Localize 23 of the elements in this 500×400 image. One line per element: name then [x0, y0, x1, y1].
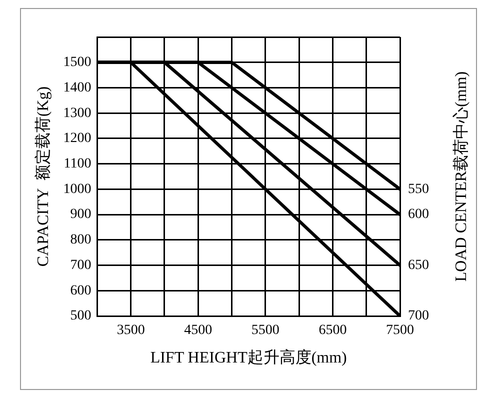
- x-tick-label: 6500: [318, 323, 347, 338]
- y-tick-label: 600: [70, 283, 92, 298]
- x-tick-label: 3500: [116, 323, 145, 338]
- series-label: 600: [408, 207, 429, 222]
- y-tick-label: 1400: [63, 80, 92, 96]
- y-tick-label: 500: [70, 308, 92, 324]
- x-axis-title: LIFT HEIGHT起升高度(mm): [150, 348, 347, 367]
- y-tick-label: 1300: [63, 106, 92, 121]
- y-tick-label: 1500: [63, 55, 92, 70]
- x-tick-label: 4500: [184, 323, 212, 338]
- series-label: 550: [408, 182, 429, 197]
- x-tick-label: 7500: [386, 323, 414, 338]
- y-tick-label: 1100: [64, 156, 92, 172]
- x-tick-label: 5500: [251, 323, 280, 338]
- series-label: 700: [408, 308, 429, 324]
- y-tick-label: 700: [70, 258, 92, 273]
- y-axis-title: CAPACITY 额定载荷(Kg): [34, 86, 52, 267]
- series-label: 650: [408, 258, 429, 273]
- y2-axis-title: LOAD CENTER载荷中心(mm): [452, 71, 470, 282]
- y-tick-label: 900: [70, 207, 92, 222]
- y-tick-label: 1000: [63, 182, 92, 197]
- y-tick-label: 1200: [63, 131, 92, 146]
- y-tick-label: 800: [70, 232, 92, 248]
